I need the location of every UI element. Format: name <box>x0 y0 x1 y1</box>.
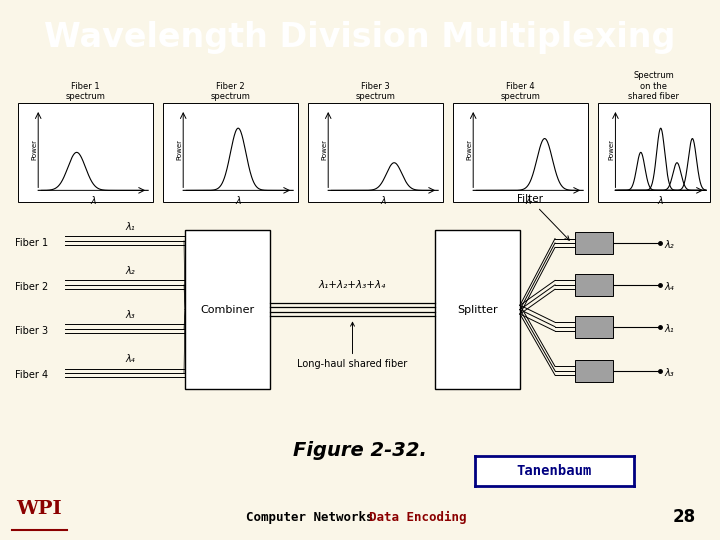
Text: Figure 2-32.: Figure 2-32. <box>293 441 427 460</box>
Text: Fiber 4: Fiber 4 <box>15 370 48 380</box>
Text: λ: λ <box>235 196 241 206</box>
Bar <box>435 230 520 389</box>
Text: Long-haul shared fiber: Long-haul shared fiber <box>297 322 408 369</box>
Text: Computer Networks: Computer Networks <box>246 510 374 524</box>
Text: Tanenbaum: Tanenbaum <box>517 464 592 478</box>
Text: Power: Power <box>608 139 614 160</box>
Text: λ: λ <box>658 196 664 206</box>
Bar <box>185 230 270 389</box>
Text: λ₃: λ₃ <box>125 310 135 320</box>
Text: λ₁+λ₂+λ₃+λ₄: λ₁+λ₂+λ₃+λ₄ <box>319 280 386 290</box>
Text: WPI: WPI <box>17 501 62 518</box>
Bar <box>18 103 153 202</box>
Text: λ: λ <box>380 196 386 206</box>
Text: Splitter: Splitter <box>457 305 498 315</box>
Text: λ: λ <box>526 196 531 206</box>
Text: 28: 28 <box>672 508 696 526</box>
Bar <box>308 103 443 202</box>
Text: Data Encoding: Data Encoding <box>369 510 467 524</box>
Text: λ₄: λ₄ <box>664 282 674 292</box>
Bar <box>598 103 710 202</box>
Text: λ₂: λ₂ <box>664 240 674 250</box>
Bar <box>575 232 613 254</box>
Text: λ₁: λ₁ <box>125 222 135 232</box>
Bar <box>575 274 613 296</box>
Text: λ₂: λ₂ <box>125 266 135 276</box>
Bar <box>575 360 613 382</box>
Bar <box>163 103 298 202</box>
Text: Wavelength Division Multiplexing: Wavelength Division Multiplexing <box>45 21 675 55</box>
Text: Combiner: Combiner <box>200 305 255 315</box>
Text: Fiber 2: Fiber 2 <box>15 282 48 292</box>
Text: Power: Power <box>467 139 472 160</box>
Text: Power: Power <box>31 139 37 160</box>
Text: Filter: Filter <box>517 194 570 240</box>
Text: λ₄: λ₄ <box>125 354 135 364</box>
Text: λ₃: λ₃ <box>664 368 674 378</box>
Text: Fiber 1
spectrum: Fiber 1 spectrum <box>66 82 105 101</box>
Text: Fiber 2
spectrum: Fiber 2 spectrum <box>210 82 251 101</box>
Text: Fiber 1: Fiber 1 <box>15 238 48 248</box>
Bar <box>575 316 613 338</box>
Bar <box>453 103 588 202</box>
Text: λ₁: λ₁ <box>664 324 674 334</box>
Text: Fiber 3: Fiber 3 <box>15 326 48 336</box>
Text: Power: Power <box>321 139 327 160</box>
Text: Power: Power <box>176 139 182 160</box>
Text: Spectrum
on the
shared fiber: Spectrum on the shared fiber <box>629 71 680 101</box>
Text: Fiber 3
spectrum: Fiber 3 spectrum <box>356 82 395 101</box>
Text: λ: λ <box>90 196 96 206</box>
Text: Fiber 4
spectrum: Fiber 4 spectrum <box>500 82 541 101</box>
